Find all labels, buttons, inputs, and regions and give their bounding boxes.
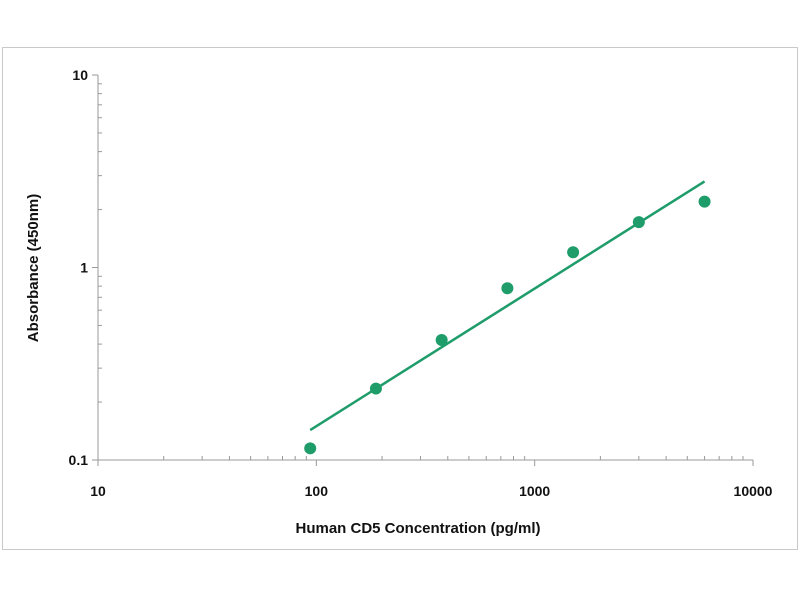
x-tick-label: 1000 [519,483,550,499]
data-points [304,195,711,455]
data-point [304,442,317,455]
data-point [369,382,382,395]
y-axis-title: Absorbance (450nm) [25,194,42,342]
axes [97,75,753,461]
y-tick-label: 1 [80,260,88,276]
data-point [567,246,580,259]
data-point [435,334,448,347]
data-point [698,195,711,208]
x-tick-label: 10 [90,483,106,499]
x-axis-title: Human CD5 Concentration (pg/ml) [295,520,540,537]
fit-line-group [309,180,706,432]
x-tick-label: 100 [305,483,329,499]
chart-frame [2,47,798,550]
data-point [501,282,514,295]
y-tick-label: 10 [72,67,88,83]
y-tick-label: 0.1 [69,452,89,468]
x-tick-label: 10000 [734,483,773,499]
data-point [632,216,645,229]
ticks: 0.1 1 10 10 100 1000 10000 [69,67,773,499]
fit-line [309,180,706,432]
